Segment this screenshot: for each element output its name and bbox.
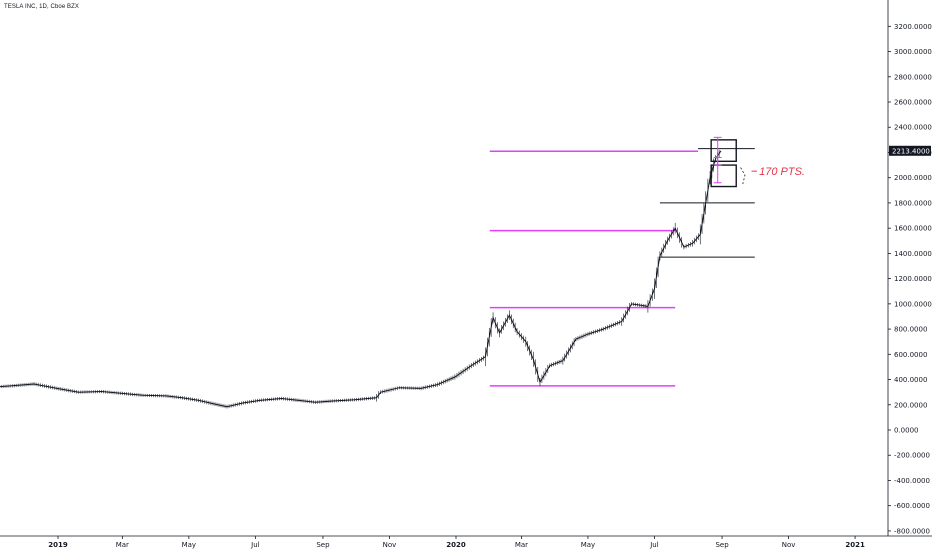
x-tick-label: Nov [383, 541, 397, 549]
x-tick-label: May [182, 541, 196, 549]
drawn-boxes[interactable] [710, 136, 746, 188]
y-tick-label: 3200.0000 [894, 23, 932, 31]
y-tick-label: 2600.0000 [894, 99, 932, 107]
x-tick-label: Mar [116, 541, 129, 549]
annotation: 170 PTS. [751, 166, 805, 178]
x-tick-label: 2019 [48, 541, 68, 549]
y-tick-label: 800.0000 [894, 326, 927, 334]
price-series [0, 149, 722, 409]
x-tick-label: Jul [649, 541, 659, 549]
x-tick-label: Jul [250, 541, 260, 549]
x-tick-label: Sep [715, 541, 729, 549]
x-tick-label: Mar [515, 541, 528, 549]
y-tick-label: 2400.0000 [894, 124, 932, 132]
y-tick-label: -600.0000 [894, 502, 930, 510]
y-tick-label: 1800.0000 [894, 199, 932, 207]
annotation-label: 170 PTS. [759, 166, 805, 178]
price-line [0, 150, 722, 408]
x-axis[interactable]: 2019 Mar May Jul Sep Nov 2020 Mar May Jul Sep Nov 20… [0, 535, 932, 549]
y-tick-label: 200.0000 [894, 401, 927, 409]
x-tick-label: 2020 [446, 541, 466, 549]
x-tick-label: Sep [316, 541, 330, 549]
y-tick-label: 2800.0000 [894, 73, 932, 81]
projection-path [740, 167, 746, 185]
chart-title: TESLA INC, 1D, Cboe BZX [4, 4, 79, 10]
range-box[interactable] [710, 164, 737, 188]
y-tick-label: 0.0000 [894, 427, 919, 435]
last-price-badge [889, 145, 931, 156]
drawn-levels[interactable] [489, 148, 755, 387]
y-tick-label: -800.0000 [894, 527, 930, 535]
y-tick-label: 1400.0000 [894, 250, 932, 258]
y-tick-label: -400.0000 [894, 477, 930, 485]
y-tick-label: 1200.0000 [894, 275, 932, 283]
y-tick-label: 1000.0000 [894, 300, 932, 308]
x-tick-label: 2021 [845, 541, 865, 549]
x-tick-label: May [581, 541, 595, 549]
y-axis[interactable]: 3200.0000 3000.0000 2800.0000 2600.0000 2400… [887, 0, 932, 536]
last-price-label: 2213.4000 [892, 147, 930, 155]
y-tick-label: 400.0000 [894, 376, 927, 384]
range-box[interactable] [710, 139, 737, 163]
y-tick-label: 600.0000 [894, 351, 927, 359]
y-tick-label: 2000.0000 [894, 174, 932, 182]
y-tick-label: -200.0000 [894, 452, 930, 460]
x-tick-label: Nov [782, 541, 796, 549]
y-tick-label: 1600.0000 [894, 225, 932, 233]
y-tick-label: 3000.0000 [894, 48, 932, 56]
